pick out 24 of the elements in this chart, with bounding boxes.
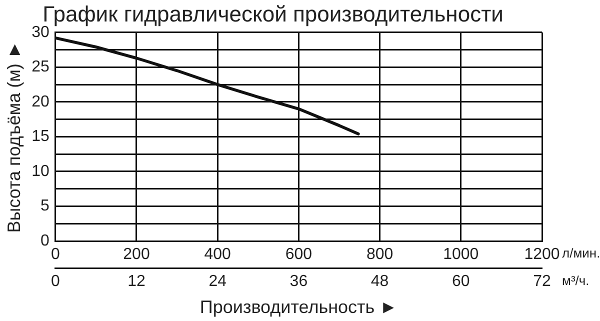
x2-tick-label: 36: [290, 273, 308, 290]
y-tick-label: 20: [32, 93, 50, 110]
y-tick-label: 10: [32, 162, 50, 180]
x-tick-label: 400: [204, 246, 232, 264]
x-tick-label: 1200: [524, 246, 560, 264]
x-tick-label: 200: [123, 246, 150, 264]
text: м³/ч.: [562, 272, 590, 288]
x2-tick-label: 12: [128, 273, 146, 290]
y-tick-label: 0: [40, 232, 50, 250]
x-tick-label: 600: [285, 246, 312, 264]
x-tick-label: 1000: [443, 246, 479, 264]
x2-tick-label: 24: [208, 273, 227, 290]
x-axis-title: Производительность ►: [200, 297, 398, 318]
x-tick-label: 800: [366, 246, 394, 264]
y-tick-label: 5: [40, 198, 50, 215]
y-tick-label: 15: [32, 128, 50, 146]
chart-title: График гидравлической производительности: [42, 1, 504, 26]
y-axis-title: Высота подъёма (м) ►: [4, 40, 24, 233]
y-tick-label: 30: [32, 24, 50, 41]
y-tick-label: 25: [32, 58, 50, 76]
x2-tick-label: 60: [452, 273, 470, 290]
x2-tick-label: 48: [370, 273, 389, 290]
x2-tick-label: 72: [533, 273, 551, 290]
text: л/мин.: [562, 246, 600, 261]
